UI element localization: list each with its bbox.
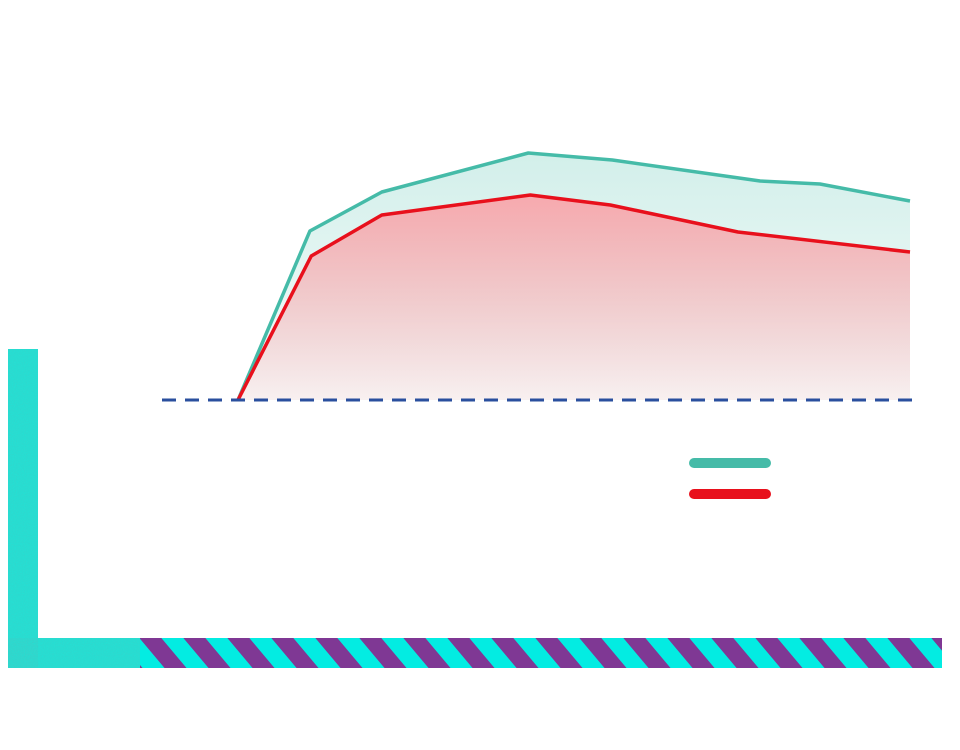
series-line — [236, 193, 911, 401]
area-fill — [238, 195, 910, 400]
decoration — [8, 349, 942, 668]
plot — [162, 151, 912, 402]
legend — [689, 458, 771, 499]
side-texture — [8, 349, 38, 668]
corner-texture — [8, 638, 140, 668]
series-line — [236, 151, 911, 401]
striped-bar — [140, 638, 942, 668]
